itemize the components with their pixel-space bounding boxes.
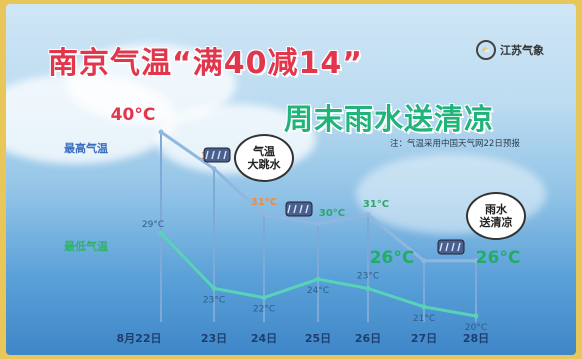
x-tick-label: 25日 (305, 332, 331, 345)
bubble-text: 气温 大跳水 (247, 145, 281, 171)
low-temp-label: 23°C (357, 271, 379, 281)
low-temp-label: 22°C (253, 305, 275, 315)
high-temp-point (211, 166, 217, 172)
low-temp-point (473, 313, 479, 319)
series-label-high: 最高气温 (64, 141, 108, 155)
high-temp-label: 30°C (319, 208, 345, 219)
bubble-text: 雨水 送清凉 (479, 203, 513, 229)
x-tick-label: 27日 (411, 332, 437, 345)
low-temp-point (211, 285, 217, 291)
series-label-low: 最低气温 (64, 239, 108, 253)
logo: ⛅ 江苏气象 (476, 40, 544, 60)
infographic-canvas: 南京气温“满40减14” ⛅ 江苏气象 周末雨水送清凉 注：气温采用中国天气网2… (6, 4, 576, 355)
low-temp-label: 29°C (142, 220, 164, 230)
logo-seal-icon: ⛅ (476, 40, 496, 60)
x-tick-label: 8月22日 (117, 332, 162, 345)
low-temp-label: 21°C (413, 314, 435, 324)
page-subtitle: 周末雨水送清凉 (284, 102, 495, 136)
low-temp-point (261, 295, 267, 301)
low-temp-label: 24°C (307, 286, 329, 296)
high-temp-label: 26°C (476, 248, 521, 268)
high-temp-label: 31°C (363, 199, 389, 210)
rain-cloud-icon (437, 239, 465, 255)
high-temp-point (261, 212, 267, 218)
low-temp-point (158, 230, 164, 236)
high-temp-label: 31°C (251, 197, 277, 208)
high-temp-point (473, 258, 479, 264)
rain-cloud-icon (203, 147, 231, 163)
speech-bubble: 雨水 送清凉 (466, 192, 526, 240)
low-temp-label: 23°C (203, 295, 225, 305)
high-temp-point (315, 221, 321, 227)
x-tick-label: 24日 (251, 332, 277, 345)
high-temp-label: 40°C (111, 105, 156, 125)
x-tick-label: 28日 (463, 332, 489, 345)
high-temp-point (158, 129, 164, 135)
low-temp-label: 20°C (465, 323, 487, 333)
source-note: 注：气温采用中国天气网22日预报 (390, 139, 520, 149)
high-temp-label: 26°C (370, 248, 415, 268)
x-tick-label: 23日 (201, 332, 227, 345)
temperature-chart: 40°C36°C31°C30°C31°C26°C26°C29°C23°C22°C… (64, 105, 521, 345)
page-title: 南京气温“满40减14” (48, 46, 363, 81)
high-temp-point (421, 258, 427, 264)
logo-text: 江苏气象 (500, 44, 544, 57)
low-temp-point (421, 304, 427, 310)
speech-bubble: 气温 大跳水 (234, 134, 294, 182)
low-temp-point (315, 276, 321, 282)
low-temp-point (365, 285, 371, 291)
x-tick-label: 26日 (355, 332, 381, 345)
rain-cloud-icon (285, 201, 313, 217)
high-temp-point (365, 212, 371, 218)
